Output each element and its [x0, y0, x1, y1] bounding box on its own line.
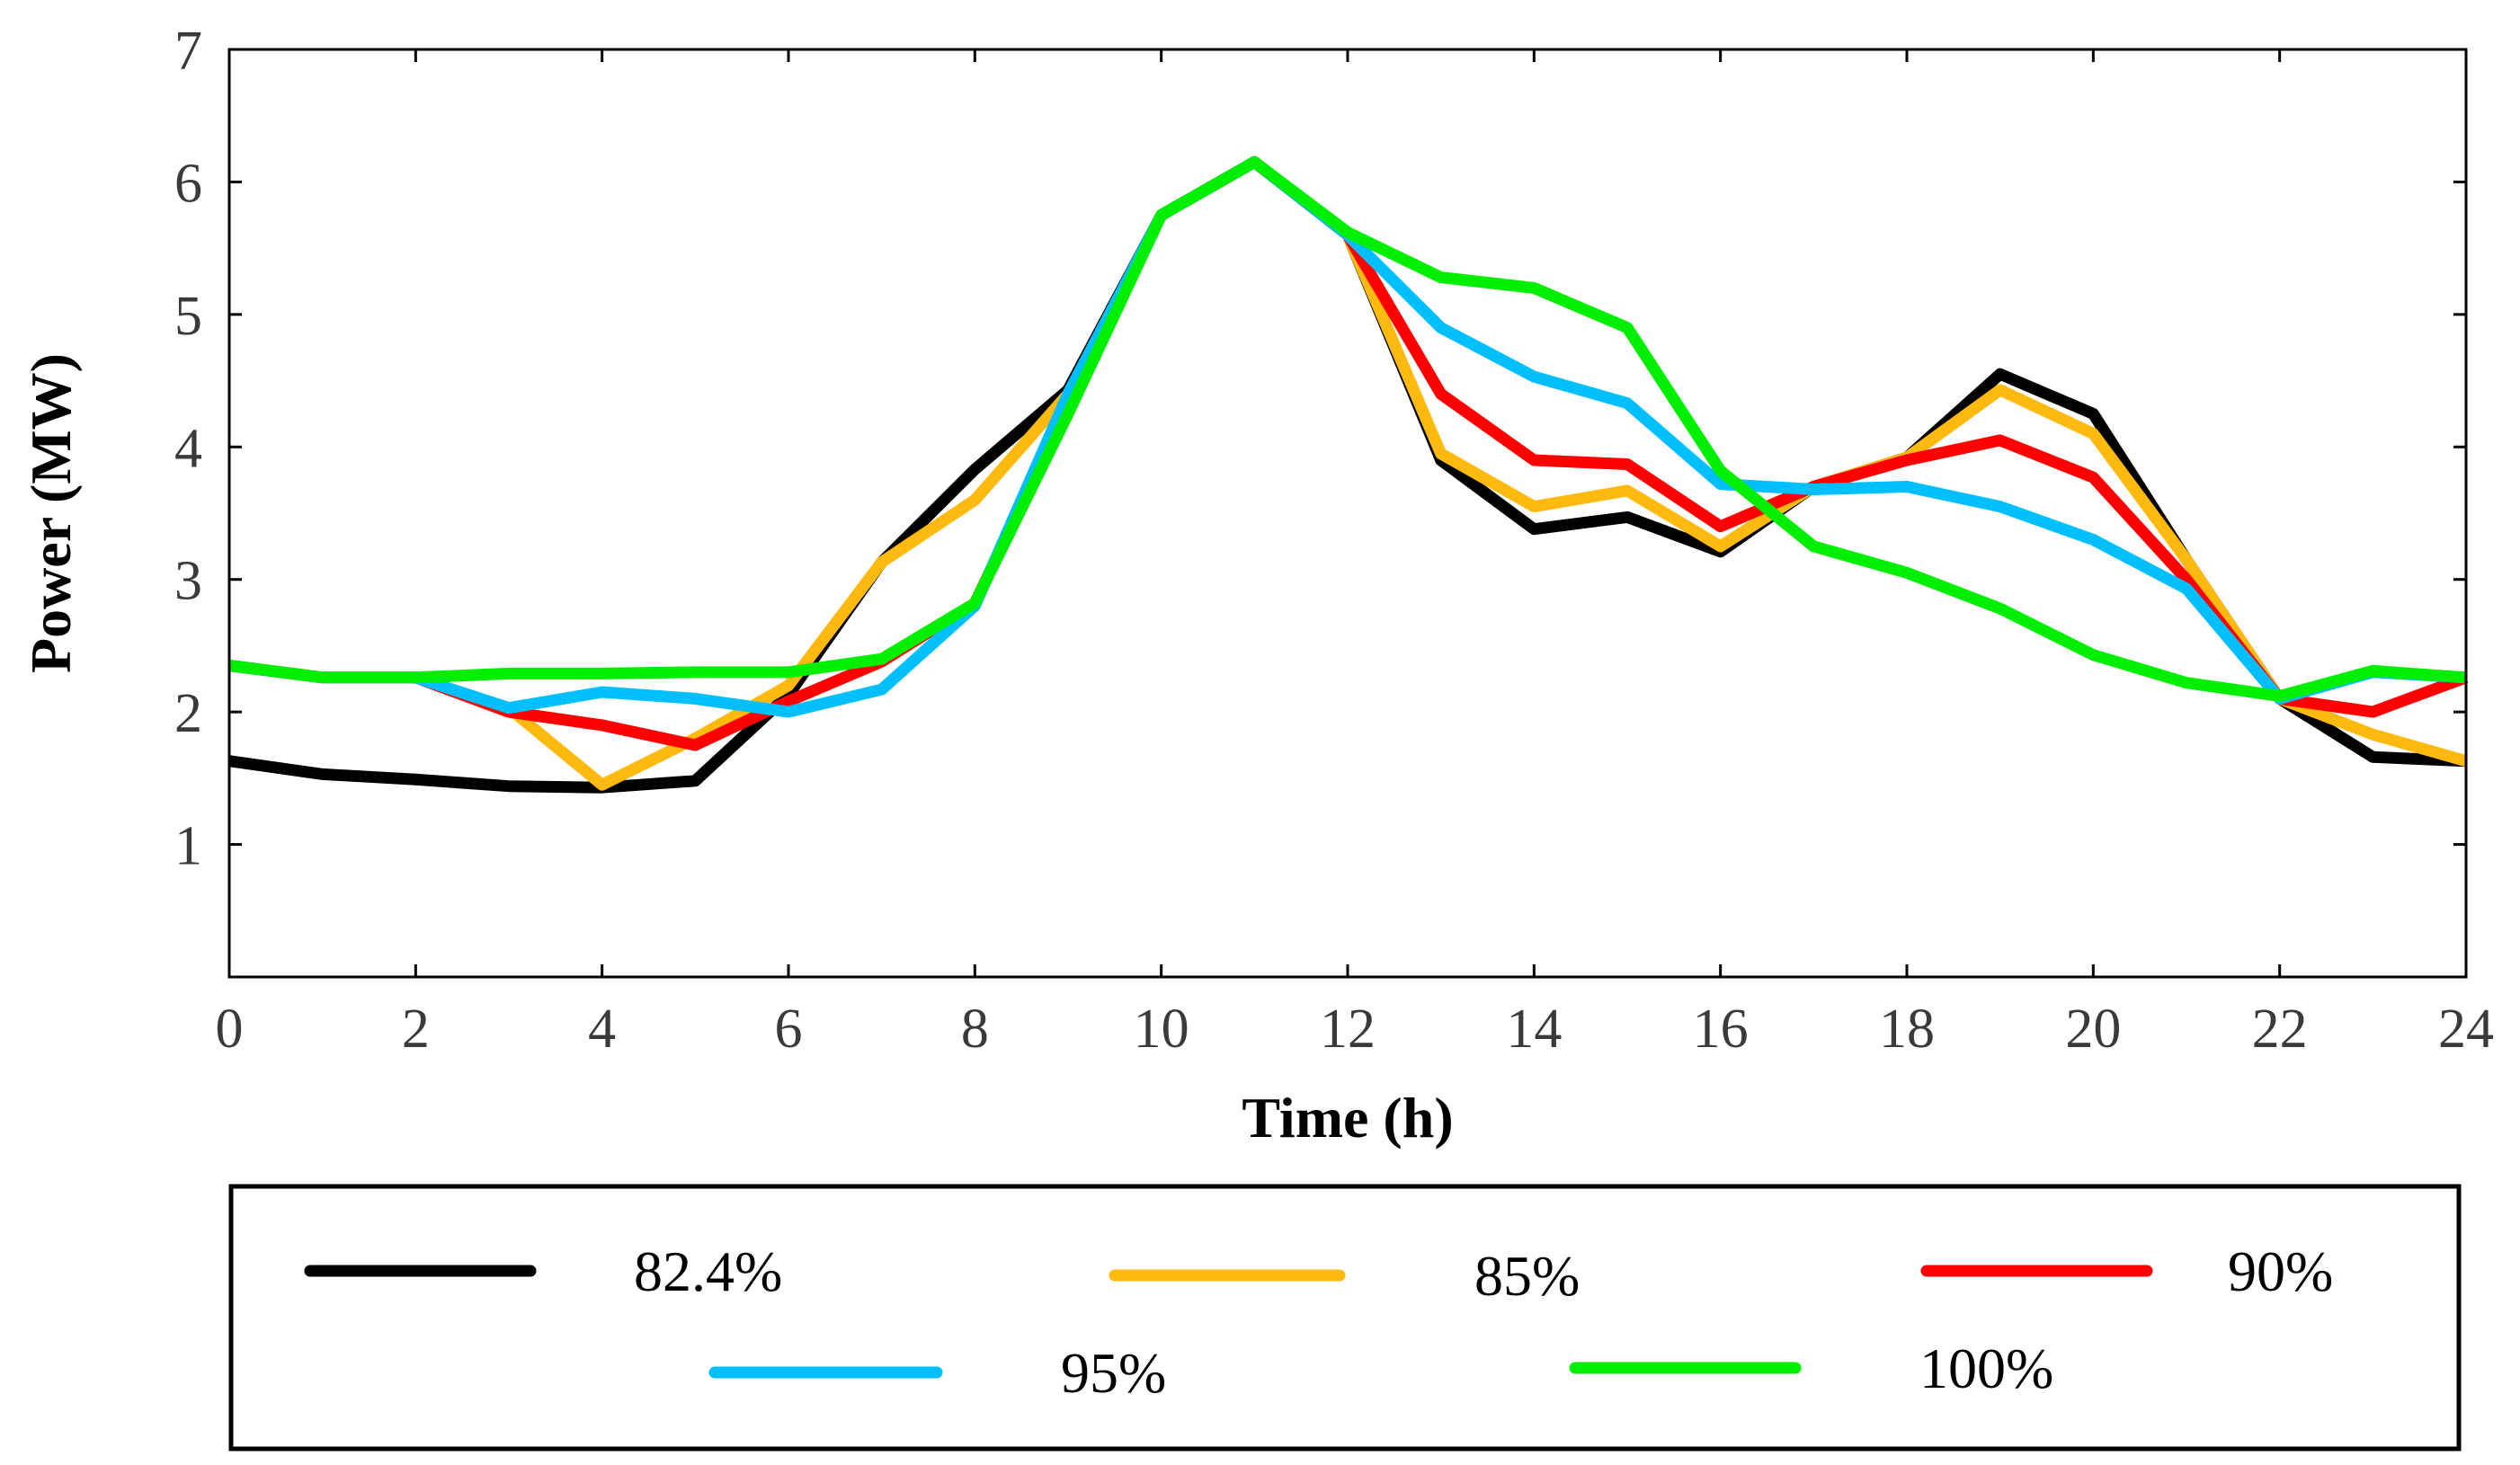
legend: 82.4% 85% 90% 95% 100% — [304, 1239, 2333, 1405]
legend-box — [228, 1184, 2462, 1452]
legend-item: 82.4% — [304, 1239, 782, 1303]
legend-label: 90% — [2228, 1239, 2333, 1303]
x-tick-label: 20 — [2065, 999, 2121, 1060]
x-tick-label: 4 — [588, 999, 616, 1060]
y-axis-title: Power (MW) — [19, 353, 83, 673]
legend-item: 100% — [1569, 1336, 2053, 1400]
legend-item: 95% — [708, 1341, 1166, 1405]
x-axis-title: Time (h) — [1242, 1086, 1453, 1150]
legend-item: 85% — [1109, 1244, 1580, 1308]
x-tick-label: 2 — [402, 999, 430, 1060]
y-tick-label: 7 — [174, 21, 202, 82]
x-tick-label: 0 — [216, 999, 244, 1060]
x-tick-label: 18 — [1879, 999, 1935, 1060]
y-tick-label: 3 — [174, 551, 202, 612]
y-tick-label: 4 — [174, 418, 202, 479]
legend-label: 85% — [1474, 1244, 1580, 1308]
x-tick-label: 22 — [2252, 999, 2308, 1060]
x-tick-label: 8 — [961, 999, 989, 1060]
x-tick-label: 6 — [775, 999, 803, 1060]
x-tick-label: 24 — [2438, 999, 2494, 1060]
x-tick-label: 14 — [1506, 999, 1562, 1060]
x-tick-label: 10 — [1134, 999, 1189, 1060]
legend-label: 100% — [1919, 1336, 2053, 1400]
x-tick-label: 16 — [1693, 999, 1749, 1060]
y-tick-label: 6 — [174, 153, 202, 214]
y-tick-label: 1 — [174, 816, 202, 877]
series-layer — [228, 155, 2469, 794]
legend-label: 95% — [1061, 1341, 1166, 1405]
series-line-5 — [228, 155, 2467, 702]
legend-label: 82.4% — [634, 1239, 782, 1303]
y-tick-label: 5 — [174, 286, 202, 347]
x-tick-label: 12 — [1320, 999, 1376, 1060]
legend-item: 90% — [1920, 1239, 2333, 1303]
y-tick-label: 2 — [174, 683, 202, 744]
